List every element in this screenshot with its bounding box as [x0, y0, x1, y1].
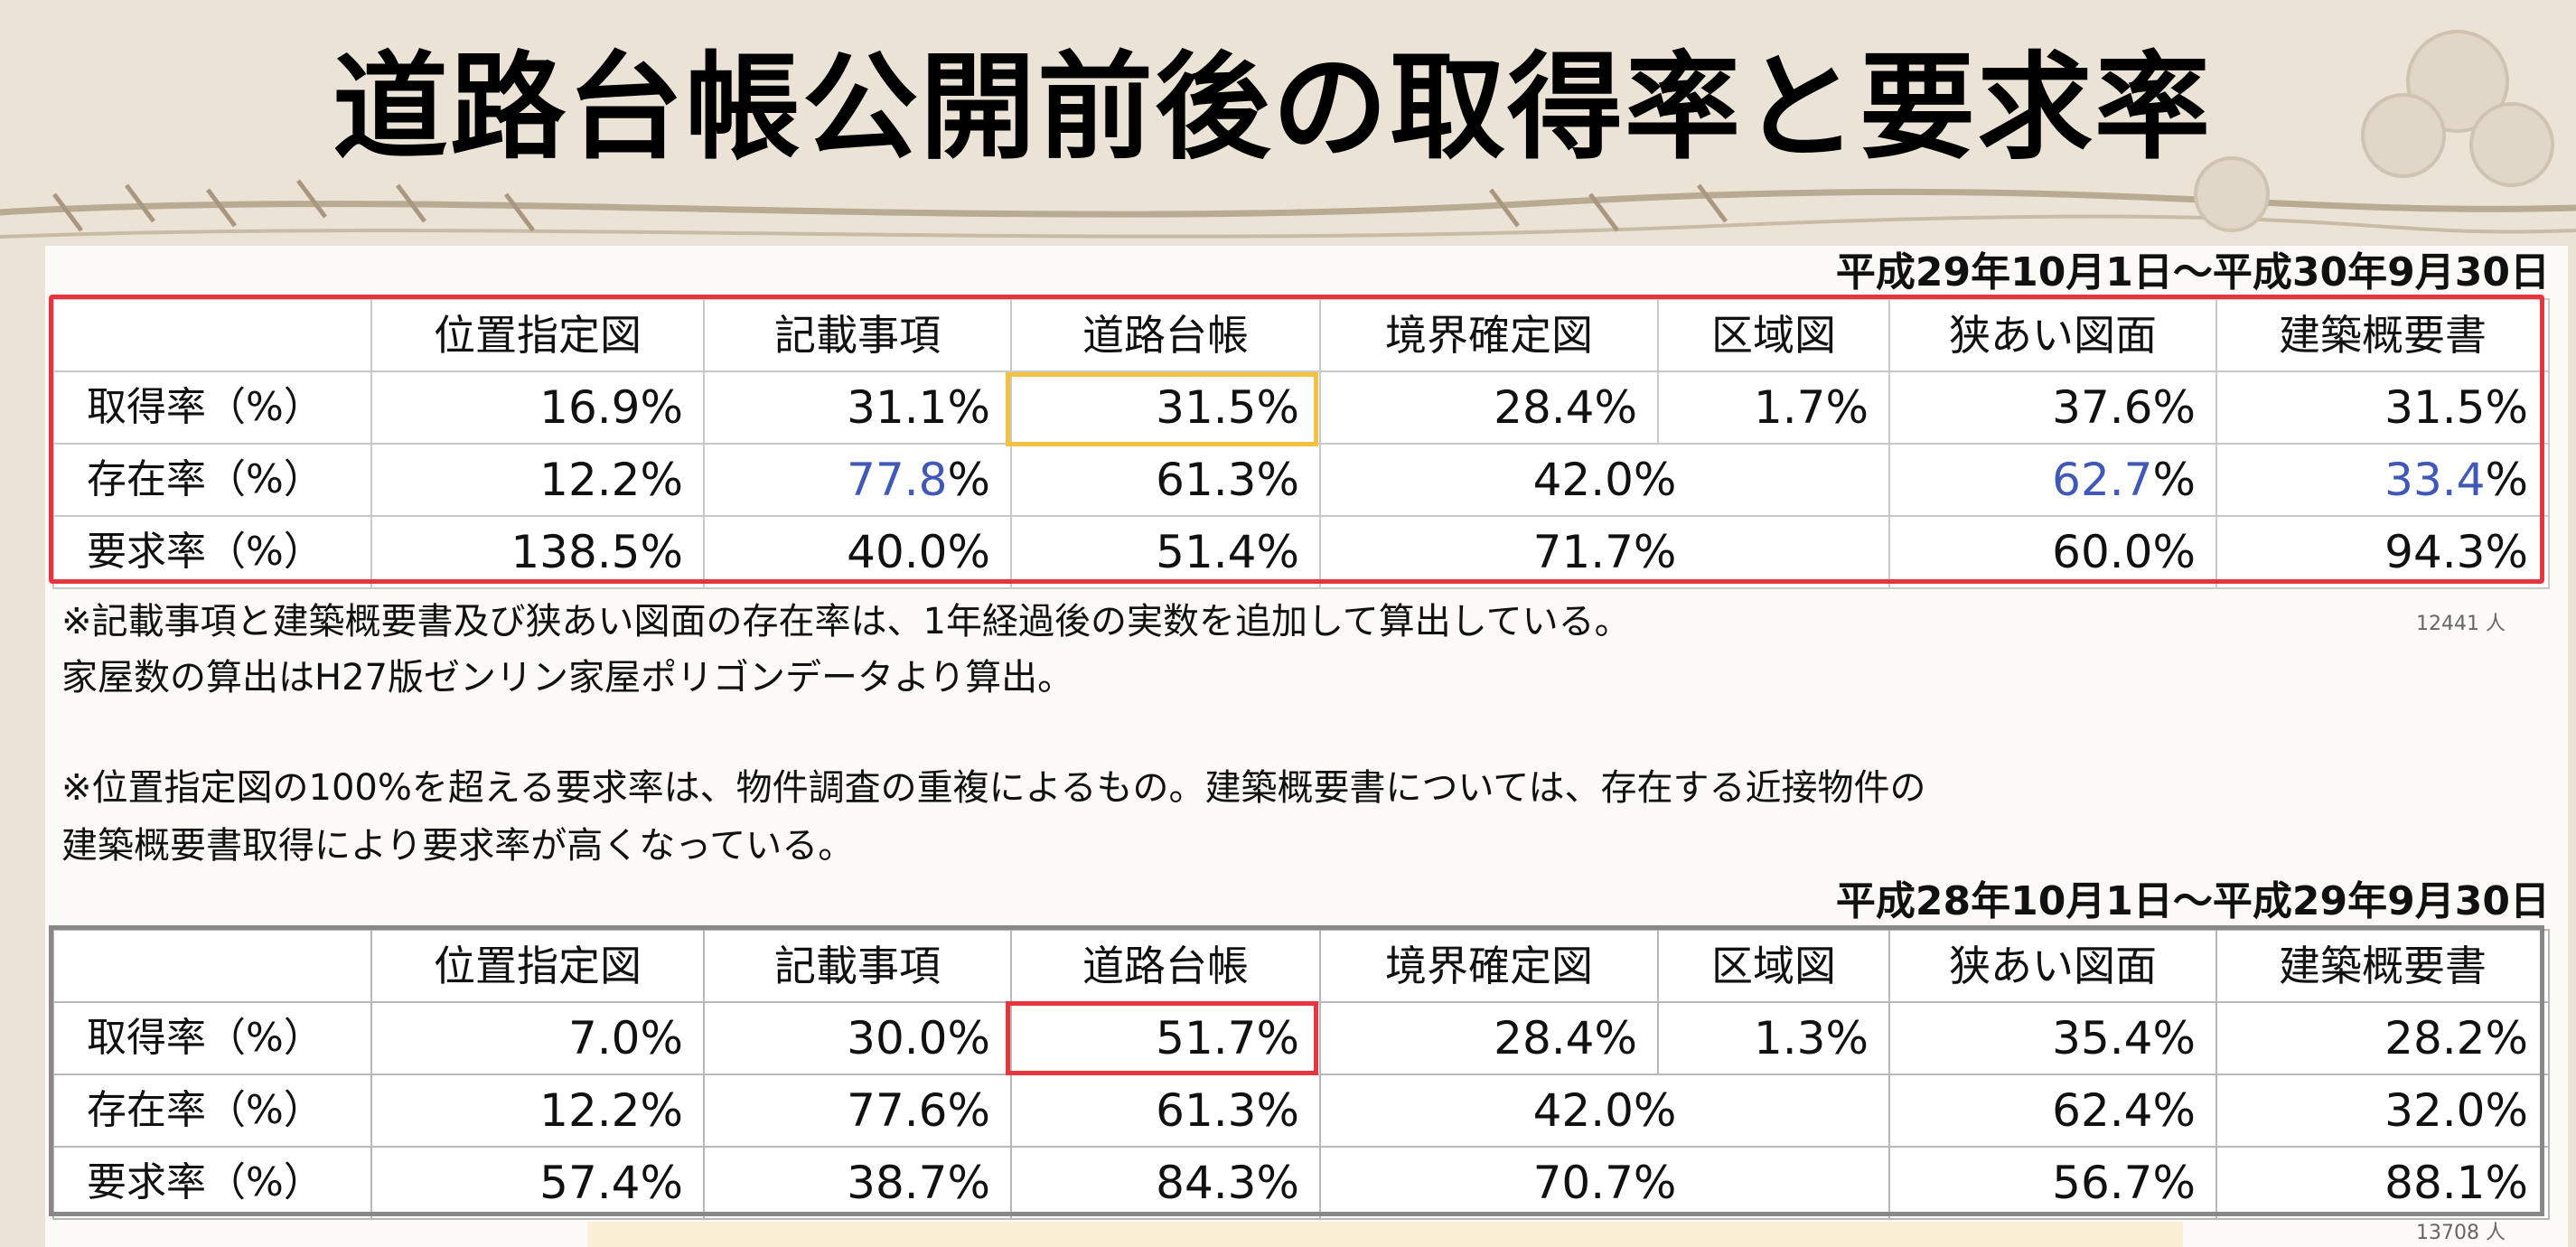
table-cell: 60.0%: [1888, 515, 2217, 589]
table-cell: 62.7%: [1888, 443, 2217, 517]
row-label: 取得率（%）: [52, 1001, 372, 1075]
table-cell: 28.4%: [1319, 1001, 1659, 1075]
merged-cell: 70.7%: [1319, 1146, 1890, 1220]
table-cell: 7.0%: [370, 1001, 705, 1075]
row-label: 存在率（%）: [52, 1074, 372, 1148]
table-cell: 51.7%: [1010, 1001, 1321, 1075]
table-cell: 1.3%: [1657, 1001, 1890, 1075]
row-label: 要求率（%）: [52, 515, 372, 589]
merged-cell: 42.0%: [1319, 443, 1890, 517]
row-label: 取得率（%）: [52, 370, 372, 445]
road-ledger-highlight: [1006, 1001, 1318, 1075]
table-cell: 31.5%: [1010, 370, 1321, 445]
table-cell: 51.4%: [1010, 515, 1321, 589]
table-row: 要求率（%） 138.5% 40.0% 51.4% 71.7% 60.0% 94…: [52, 515, 2550, 589]
road-ledger-highlight: [1006, 372, 1318, 446]
table-cell: 94.3%: [2215, 515, 2550, 589]
table-cell: 32.0%: [2215, 1074, 2550, 1148]
note-line: 建築概要書取得により要求率が高くなっている。: [61, 825, 855, 867]
table-cell: 12.2%: [370, 443, 705, 517]
header-cell: 建築概要書: [2215, 929, 2550, 1003]
table-cell: 84.3%: [1010, 1146, 1321, 1220]
note-line: 家屋数の算出はH27版ゼンリン家屋ポリゴンデータより算出。: [61, 657, 1074, 699]
table-cell: 28.2%: [2215, 1001, 2550, 1075]
table-cell: 38.7%: [703, 1146, 1012, 1220]
row-label: 要求率（%）: [52, 1146, 372, 1220]
merged-cell: 42.0%: [1319, 1074, 1890, 1148]
note-line: ※位置指定図の100%を超える要求率は、物件調査の重複によるもの。建築概要書につ…: [61, 767, 1926, 809]
header-cell: [52, 929, 372, 1003]
header-cell: 位置指定図: [370, 298, 705, 372]
header-cell: 狭あい図面: [1888, 929, 2217, 1003]
table1-highlight-frame: [49, 295, 2544, 584]
table-cell: 31.5%: [2215, 370, 2550, 445]
header-cell: 区域図: [1657, 298, 1890, 372]
table2-frame: [49, 925, 2544, 1216]
table-cell: 77.8%: [703, 443, 1012, 517]
merged-cell: 71.7%: [1319, 515, 1890, 589]
header-cell: [52, 298, 372, 372]
table-cell: 56.7%: [1888, 1146, 2217, 1220]
page-title: 道路台帳公開前後の取得率と要求率: [333, 41, 2213, 175]
percent-sign: %: [947, 454, 990, 506]
header-cell: 道路台帳: [1010, 298, 1321, 372]
table-cell: 61.3%: [1010, 443, 1321, 517]
table-cell: 30.0%: [703, 1001, 1012, 1075]
note-line: ※記載事項と建築概要書及び狭あい図面の存在率は、1年経過後の実数を追加して算出し…: [61, 601, 1631, 642]
header-cell: 狭あい図面: [1888, 298, 2217, 372]
table-cell: 88.1%: [2215, 1146, 2550, 1220]
header-cell: 境界確定図: [1319, 929, 1659, 1003]
table-cell: 28.4%: [1319, 370, 1659, 445]
table-cell: 12.2%: [370, 1074, 705, 1148]
header-cell: 道路台帳: [1010, 929, 1321, 1003]
table-cell: 62.4%: [1888, 1074, 2217, 1148]
header-cell: 区域図: [1657, 929, 1890, 1003]
percent-sign: %: [2485, 454, 2528, 506]
table2-period: 平成28年10月1日～平成29年9月30日: [1835, 878, 2550, 924]
table-row: 取得率（%） 16.9% 31.1% 31.5% 28.4% 1.7% 37.6…: [52, 370, 2550, 445]
updated-value: 77.8: [847, 454, 948, 506]
bottom-strip: [587, 1222, 2183, 1247]
header-cell: 位置指定図: [370, 929, 705, 1003]
table-cell: 37.6%: [1888, 370, 2217, 445]
row-label: 存在率（%）: [52, 443, 372, 517]
header-cell: 境界確定図: [1319, 298, 1659, 372]
table-cell: 61.3%: [1010, 1074, 1321, 1148]
table1-count: 12441 人: [2416, 613, 2506, 635]
header-cell: 建築概要書: [2215, 298, 2550, 372]
table-header-row: 位置指定図 記載事項 道路台帳 境界確定図 区域図 狭あい図面 建築概要書: [52, 929, 2550, 1003]
table-cell: 33.4%: [2215, 443, 2550, 517]
table2-count: 13708 人: [2416, 1222, 2506, 1244]
table-row: 存在率（%） 12.2% 77.8% 61.3% 42.0% 62.7% 33.…: [52, 443, 2550, 517]
table-cell: 138.5%: [370, 515, 705, 589]
table-cell: 1.7%: [1657, 370, 1890, 445]
table-cell: 31.1%: [703, 370, 1012, 445]
table-row: 取得率（%） 7.0% 30.0% 51.7% 28.4% 1.3% 35.4%…: [52, 1001, 2550, 1075]
table-cell: 35.4%: [1888, 1001, 2217, 1075]
header-cell: 記載事項: [703, 298, 1012, 372]
table-cell: 16.9%: [370, 370, 705, 445]
acquisition-table-h28: 位置指定図 記載事項 道路台帳 境界確定図 区域図 狭あい図面 建築概要書 取得…: [52, 929, 2550, 1220]
table-row: 存在率（%） 12.2% 77.6% 61.3% 42.0% 62.4% 32.…: [52, 1074, 2550, 1148]
table-cell: 57.4%: [370, 1146, 705, 1220]
table1-period: 平成29年10月1日～平成30年9月30日: [1835, 249, 2550, 295]
percent-sign: %: [2152, 454, 2196, 506]
header-cell: 記載事項: [703, 929, 1012, 1003]
table-header-row: 位置指定図 記載事項 道路台帳 境界確定図 区域図 狭あい図面 建築概要書: [52, 298, 2550, 372]
updated-value: 62.7: [2052, 454, 2153, 506]
updated-value: 33.4: [2384, 454, 2486, 506]
table-cell: 40.0%: [703, 515, 1012, 589]
table-cell: 77.6%: [703, 1074, 1012, 1148]
table-row: 要求率（%） 57.4% 38.7% 84.3% 70.7% 56.7% 88.…: [52, 1146, 2550, 1220]
